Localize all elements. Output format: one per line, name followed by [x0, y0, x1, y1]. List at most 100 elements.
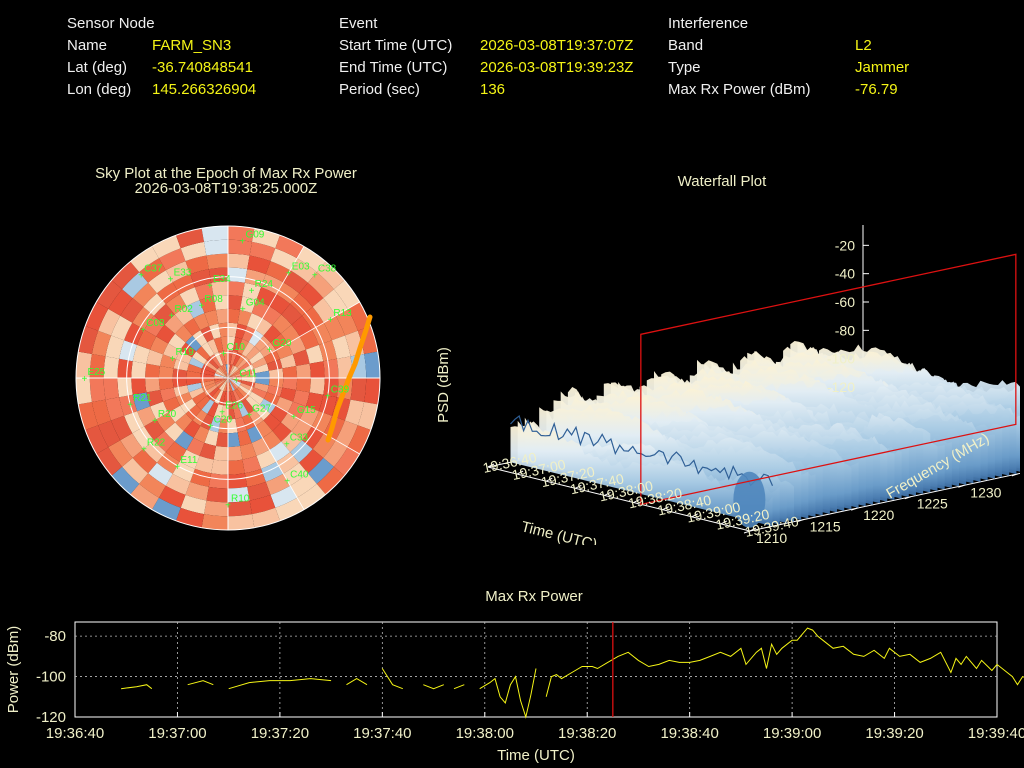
sky-tile [179, 449, 200, 469]
sky-tile [189, 357, 205, 369]
waterfall-freq-tick-label: 1215 [810, 519, 841, 535]
sky-plot-subtitle: 2026-03-08T19:38:25.000Z [134, 180, 318, 197]
sky-tile [185, 255, 209, 275]
sky-tile [247, 255, 271, 275]
waterfall-front-edge [510, 414, 774, 487]
sky-tile [267, 359, 283, 371]
sky-tile [302, 426, 324, 450]
sky-tile [180, 241, 207, 262]
sky-tile [307, 457, 334, 484]
sky-tile [201, 342, 215, 357]
sky-tile [105, 397, 125, 421]
sky-tile [230, 350, 238, 365]
sky-tile [220, 336, 228, 351]
sky-tile [164, 314, 184, 334]
sky-tile [213, 404, 224, 419]
waterfall-time-tick [691, 513, 699, 518]
sky-tile [91, 399, 112, 426]
sky-tile [275, 235, 304, 259]
sky-tile [219, 366, 228, 378]
event-end-label: End Time (UTC) [339, 59, 448, 76]
sky-tile [248, 330, 264, 347]
sky-tile [228, 418, 238, 434]
sky-tile [232, 337, 243, 352]
sky-tile [299, 329, 319, 350]
sky-tile [206, 486, 228, 503]
sky-tile [108, 289, 133, 316]
sky-tile [237, 429, 252, 446]
sky-tile [199, 296, 216, 314]
sky-tile [269, 294, 291, 315]
satellite-label: R21 [133, 393, 152, 404]
sky-tile [228, 459, 245, 475]
sky-tile [249, 494, 276, 515]
sky-tile [220, 405, 228, 420]
sky-tile [163, 396, 181, 413]
sky-tile [208, 267, 228, 283]
sky-tile [207, 401, 219, 417]
power-plot-labels: 19:36:40 19:37:00 19:37:20 19:37:40 19:38:00… [5, 626, 1024, 764]
sky-tile [228, 364, 233, 378]
waterfall-title: Waterfall Plot [677, 173, 767, 190]
interference-band-label: Band [668, 37, 704, 54]
satellite-label: E34 [213, 274, 231, 285]
satellite-marker: + [327, 315, 333, 326]
sky-tile [323, 378, 339, 398]
sky-tile [228, 432, 240, 448]
sky-tile [350, 378, 367, 402]
sky-tile [130, 246, 159, 273]
power-x-tick-label: 19:37:40 [353, 725, 411, 742]
power-y-tick-label: -120 [36, 709, 66, 726]
sky-tile [242, 455, 262, 474]
sky-tile [132, 392, 151, 412]
sky-tile [132, 306, 154, 330]
sensor-lat-label: Lat (deg) [67, 59, 128, 76]
sky-tile [218, 350, 226, 365]
sky-tile [259, 342, 276, 358]
sky-tile [241, 399, 255, 414]
sky-tile [228, 378, 241, 385]
sky-tile [180, 342, 197, 358]
sky-tile [244, 468, 266, 487]
sky-tile [165, 294, 187, 315]
satellite-label: R24 [255, 279, 274, 290]
sensor-name-label: Name [67, 37, 108, 54]
sky-tile [145, 378, 160, 393]
waterfall-freq-tick [850, 507, 858, 511]
sky-tile [235, 323, 247, 339]
sky-tile [318, 340, 337, 362]
sky-tile [283, 462, 308, 486]
sky-tile [193, 425, 210, 443]
sky-tile [228, 378, 242, 383]
sky-tile [228, 378, 235, 391]
sky-plot-title-text: Sky Plot at the Epoch of Max Rx Power [95, 165, 357, 182]
sky-tile [185, 335, 202, 352]
sky-azimuth-line [252, 421, 305, 510]
sky-tile [270, 333, 288, 351]
power-x-tick-label: 19:37:00 [148, 725, 206, 742]
sky-tile [333, 447, 360, 476]
waterfall-psd-tick-label: -80 [835, 322, 855, 338]
sky-tile [228, 378, 242, 381]
waterfall-time-tick [749, 527, 757, 532]
sky-tile [275, 343, 293, 360]
event-heading: Event [339, 15, 378, 32]
sky-tile [108, 440, 133, 467]
sky-tile [228, 295, 243, 310]
sky-tile [244, 269, 266, 288]
satellite-marker: + [286, 269, 292, 280]
satellite-marker: + [284, 439, 290, 450]
sky-tile [263, 413, 281, 431]
sky-tile [156, 324, 176, 344]
sky-tile [185, 481, 209, 501]
satellite-marker: + [312, 270, 318, 281]
sky-tile [89, 378, 106, 402]
waterfall-time-tick [487, 463, 495, 468]
sky-tile [209, 417, 221, 433]
satellite-label: C39 [331, 385, 350, 396]
sky-tile [255, 370, 270, 378]
waterfall-time-tick [662, 506, 669, 511]
power-title: Max Rx Power [485, 588, 583, 605]
sky-tile [246, 313, 263, 331]
waterfall-freq-tick [1011, 473, 1019, 477]
